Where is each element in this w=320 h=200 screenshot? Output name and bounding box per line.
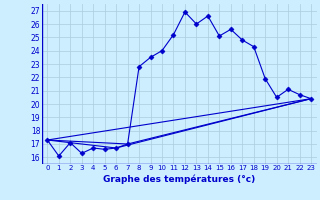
X-axis label: Graphe des températures (°c): Graphe des températures (°c) bbox=[103, 174, 255, 184]
